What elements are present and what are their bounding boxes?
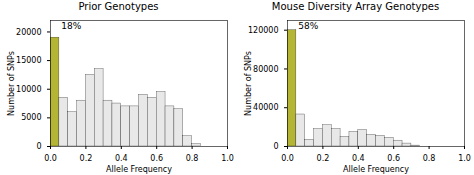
svg-text:15000: 15000 [16,56,41,65]
svg-text:5000: 5000 [21,113,41,122]
svg-text:1.0: 1.0 [458,154,471,163]
html-text:Prior Genotypes: Prior Genotypes [78,1,159,12]
svg-text:10000: 10000 [16,85,41,94]
svg-text:120000: 120000 [248,26,279,35]
svg-text:0.8: 0.8 [186,154,199,163]
svg-text:0.0: 0.0 [281,154,294,163]
svg-text:0: 0 [36,142,41,151]
svg-text:0.6: 0.6 [387,154,400,163]
svg-text:18%: 18% [61,21,81,31]
svg-text:Allele Frequency: Allele Frequency [106,165,172,174]
svg-text:0.4: 0.4 [115,154,128,163]
svg-text:Allele Frequency: Allele Frequency [343,165,409,174]
svg-text:0: 0 [273,142,278,151]
svg-text:0.4: 0.4 [352,154,365,163]
html-text:Mouse Diversity Array Genotype: Mouse Diversity Array Genotypes [271,1,440,12]
svg-text:80000: 80000 [253,65,278,74]
svg-text:0.0: 0.0 [44,154,57,163]
svg-text:Number of SNPs: Number of SNPs [244,51,253,116]
svg-text:1.0: 1.0 [221,154,234,163]
svg-text:0.6: 0.6 [150,154,163,163]
svg-text:58%: 58% [298,21,318,31]
svg-text:0.2: 0.2 [80,154,93,163]
svg-text:40000: 40000 [253,103,278,112]
svg-text:20000: 20000 [16,28,41,37]
svg-text:0.2: 0.2 [317,154,330,163]
svg-text:Number of SNPs: Number of SNPs [7,51,16,116]
svg-text:0.8: 0.8 [423,154,436,163]
